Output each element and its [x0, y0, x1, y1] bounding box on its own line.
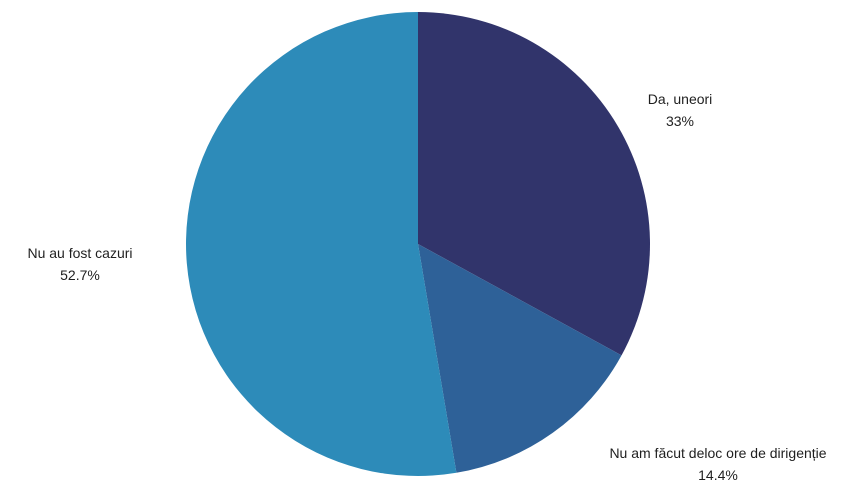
pie-slice-2	[418, 244, 622, 473]
slice-label-2: Nu am făcut deloc ore de dirigenție	[609, 445, 826, 461]
slice-label-3: Nu au fost cazuri	[27, 245, 132, 261]
slice-label-1: Da, uneori	[648, 91, 713, 107]
pie-labels: Da, uneori 33% Nu am făcut deloc ore de di…	[27, 91, 826, 483]
slice-value-label-3: 52.7%	[60, 267, 100, 283]
pie-slice-1	[418, 12, 650, 356]
pie-slices	[186, 12, 650, 477]
pie-slice-3	[186, 12, 457, 477]
slice-value-label-2: 14.4%	[698, 467, 738, 483]
slice-value-label-1: 33%	[666, 113, 694, 129]
